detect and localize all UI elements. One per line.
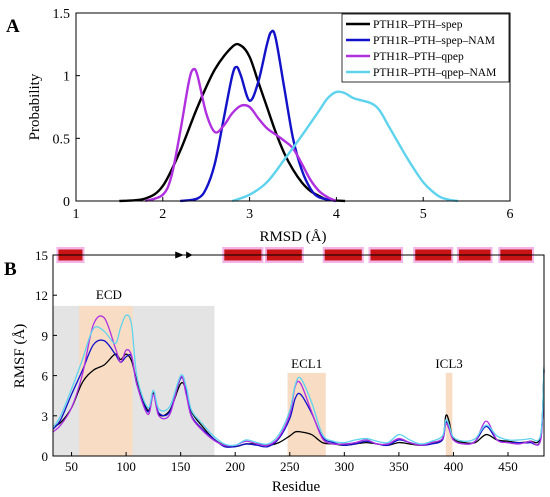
panel-b-frame xyxy=(52,254,545,457)
legend-label-0: PTH1R–PTH–spep xyxy=(373,19,463,31)
y-tick-label: 9 xyxy=(42,328,49,343)
x-tick-label: 4 xyxy=(333,207,340,222)
panel-a-y-axis-label: Probability xyxy=(27,73,43,140)
y-tick-label: 6 xyxy=(42,369,49,384)
region-label: ECL1 xyxy=(291,356,322,371)
region-label: ECD xyxy=(96,287,122,302)
legend-label-1: PTH1R–PTH–spep–NAM xyxy=(373,35,495,47)
y-tick-label: 12 xyxy=(35,288,48,303)
legend-box xyxy=(341,13,510,83)
region-2 xyxy=(287,372,326,456)
x-tick-label: 3 xyxy=(246,207,253,222)
panel-a-label: A xyxy=(6,16,20,37)
rmsf-line-0 xyxy=(52,353,545,448)
x-tick-label: 5 xyxy=(420,207,427,222)
panel-b-x-axis-label: Residue xyxy=(272,479,321,495)
panel-b-ticks: 50 100 150 200 250 300 350 400 450 0 3 6 9 12 15 xyxy=(35,248,518,474)
panel-b-regions: ECD ECL1 ICL3 xyxy=(53,287,463,456)
y-tick-label: 3 xyxy=(42,409,49,424)
x-tick-label: 2 xyxy=(159,207,166,222)
region-label: ICL3 xyxy=(435,356,462,371)
x-tick-label: 450 xyxy=(498,459,518,474)
panel-a-plot-area xyxy=(119,29,459,203)
x-tick-label: 150 xyxy=(171,459,191,474)
x-tick-label: 1 xyxy=(73,207,80,222)
legend-label-3: PTH1R–PTH–qpep–NAM xyxy=(373,67,496,79)
series-line-2 xyxy=(145,67,337,203)
x-tick-label: 250 xyxy=(280,459,300,474)
legend-label-2: PTH1R–PTH–qpep xyxy=(373,51,464,63)
x-tick-label: 400 xyxy=(444,459,464,474)
panel-a: A 1 2 3 4 5 6 0 0.5 1 1.5 RMSD (Å) Probability PT… xyxy=(6,7,514,245)
panel-b-y-axis-label: RMSF (Å) xyxy=(12,324,28,389)
y-tick-label: 1.5 xyxy=(53,7,71,22)
y-tick-label: 0.5 xyxy=(53,132,71,147)
region-3 xyxy=(445,372,453,456)
x-tick-label: 100 xyxy=(116,459,136,474)
panel-a-x-axis-label: RMSD (Å) xyxy=(259,229,326,245)
y-tick-label: 0 xyxy=(63,195,70,210)
x-tick-label: 300 xyxy=(335,459,355,474)
panel-a-ticks: 1 2 3 4 5 6 0 0.5 1 1.5 xyxy=(53,7,514,222)
panel-a-legend: PTH1R–PTH–spep PTH1R–PTH–spep–NAM PTH1R–PT… xyxy=(341,13,510,83)
panel-b-label: B xyxy=(4,259,17,280)
x-tick-label: 6 xyxy=(507,207,514,222)
x-tick-label: 50 xyxy=(65,459,78,474)
y-tick-label: 1 xyxy=(63,70,70,85)
panel-b-plot-area xyxy=(52,314,545,448)
y-tick-label: 15 xyxy=(35,248,48,263)
x-tick-label: 350 xyxy=(389,459,409,474)
series-line-3 xyxy=(231,90,459,203)
series-line-1 xyxy=(179,29,337,203)
x-tick-label: 200 xyxy=(225,459,245,474)
rmsf-line-3 xyxy=(52,314,545,447)
region-1 xyxy=(79,305,133,456)
panel-a-frame xyxy=(75,12,511,202)
y-tick-label: 0 xyxy=(42,449,49,464)
